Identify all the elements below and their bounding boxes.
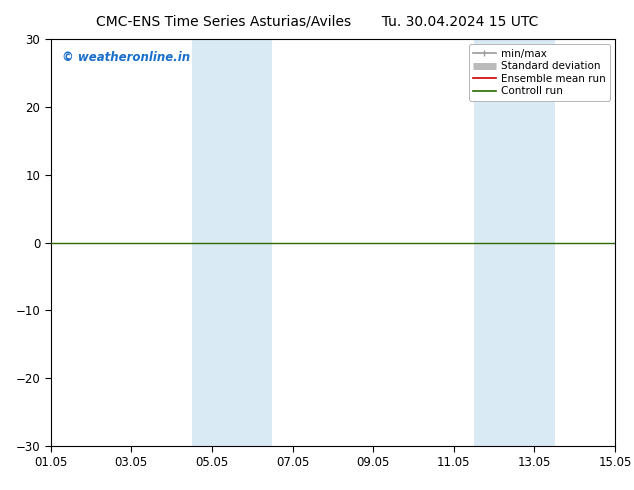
Legend: min/max, Standard deviation, Ensemble mean run, Controll run: min/max, Standard deviation, Ensemble me… <box>469 45 610 100</box>
Bar <box>474 39 555 446</box>
Bar <box>191 39 273 446</box>
Text: © weatheronline.in: © weatheronline.in <box>62 51 190 64</box>
Text: CMC-ENS Time Series Asturias/Aviles       Tu. 30.04.2024 15 UTC: CMC-ENS Time Series Asturias/Aviles Tu. … <box>96 15 538 29</box>
